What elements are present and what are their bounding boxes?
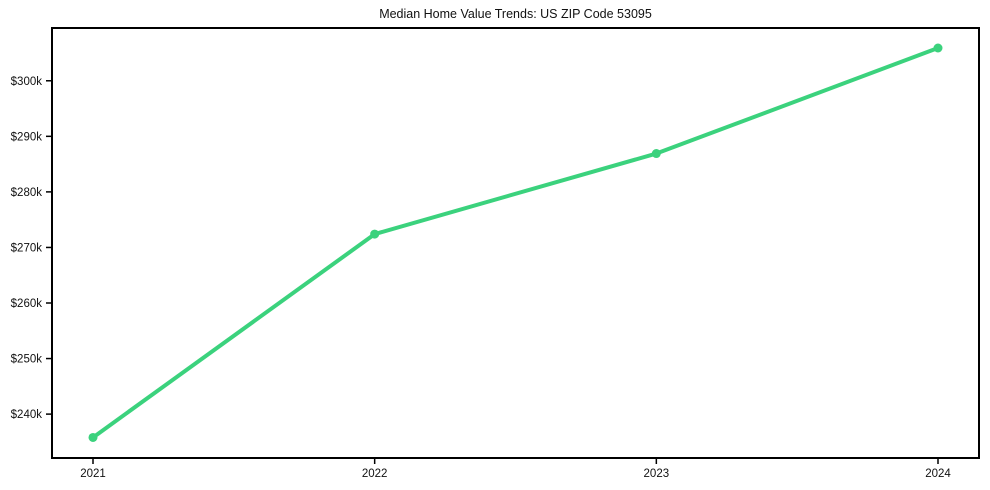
plot-frame — [51, 27, 980, 459]
y-tick-label: $270k — [11, 242, 43, 254]
data-point-marker — [651, 149, 661, 159]
trend-line — [91, 46, 940, 440]
y-tick-label: $250k — [11, 354, 43, 366]
chart-title: Median Home Value Trends: US ZIP Code 53… — [379, 7, 652, 21]
y-tick-label: $260k — [11, 298, 43, 310]
data-point-marker — [88, 432, 98, 442]
data-point-marker — [933, 43, 943, 53]
x-tick-label: 2021 — [80, 468, 106, 480]
x-tick-label: 2023 — [644, 468, 670, 480]
y-tick-label: $300k — [11, 76, 43, 88]
x-tick-label: 2022 — [362, 468, 388, 480]
x-tick-label: 2024 — [925, 468, 951, 480]
data-point-marker — [370, 229, 380, 239]
y-tick-label: $280k — [11, 187, 43, 199]
y-tick-label: $290k — [11, 131, 43, 143]
y-tick-label: $240k — [11, 409, 43, 421]
